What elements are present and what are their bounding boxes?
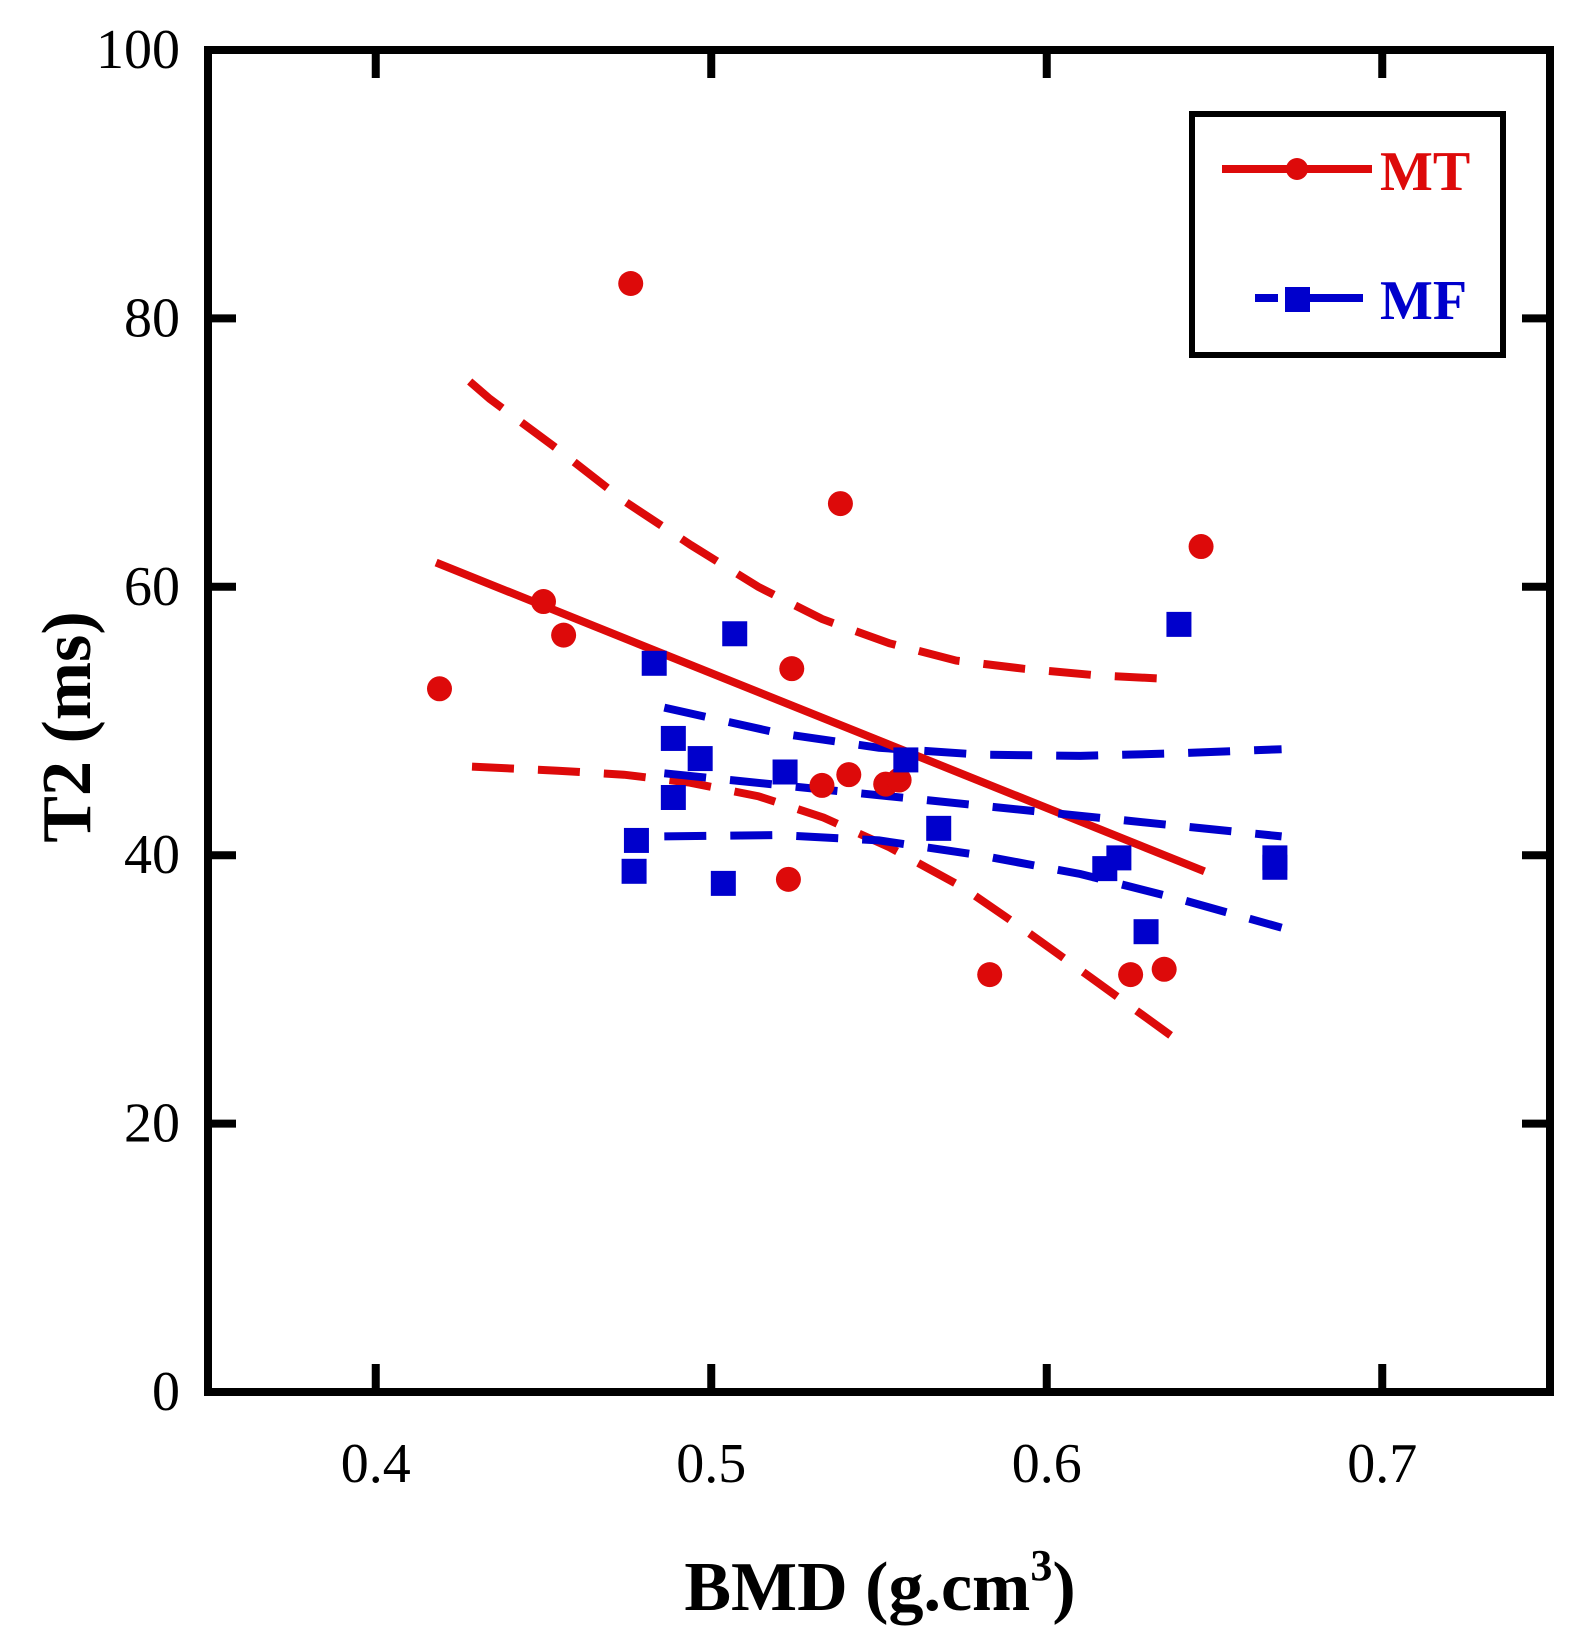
legend-label-mf: MF [1380, 270, 1467, 332]
y-tick-label: 100 [96, 19, 180, 81]
y-tick-label: 60 [124, 556, 180, 618]
x-axis-title-superscript: 3 [1030, 1541, 1052, 1590]
legend-item-mf: MF [1255, 270, 1467, 332]
x-tick-label: 0.7 [1347, 1433, 1417, 1495]
mf-lower-ci-line [664, 831, 1283, 932]
mt-data-point [886, 767, 912, 793]
y-tick-label: 80 [124, 287, 180, 349]
y-tick-label: 0 [152, 1361, 180, 1423]
x-tick-label: 0.4 [341, 1433, 411, 1495]
mt-data-point [531, 589, 556, 615]
mt-data-point [836, 762, 862, 788]
x-tick-label: 0.6 [1012, 1433, 1082, 1495]
mf-data-point [621, 858, 647, 884]
y-tick-label: 40 [124, 824, 180, 886]
mf-data-point [722, 621, 748, 647]
y-axis-title: T2 (ms) [29, 611, 106, 842]
mf-data-point [710, 870, 736, 896]
mf-data-point [1262, 854, 1288, 880]
mt-data-point [779, 656, 805, 682]
plot-frame [204, 46, 1554, 1396]
mf-data-point [1166, 611, 1192, 637]
mf-data-point [660, 784, 686, 810]
data-markers [426, 271, 1288, 988]
legend-item-mt: MT [1222, 141, 1470, 203]
y-tick-label: 20 [124, 1093, 180, 1155]
mf-data-point [641, 650, 667, 676]
mt-lower-ci-line [471, 762, 1180, 1044]
mt-data-point [1118, 962, 1144, 988]
legend: MT MF [1189, 111, 1506, 358]
x-tick-label: 0.5 [676, 1433, 746, 1495]
mt-data-point [977, 962, 1003, 988]
mt-data-point [618, 271, 644, 297]
mf-data-point [772, 759, 798, 785]
legend-box [1189, 111, 1506, 358]
mf-data-point [687, 746, 713, 772]
fit-lines [434, 558, 1283, 876]
legend-marker-square [1285, 287, 1310, 312]
mt-data-point [809, 772, 835, 798]
mt-upper-ci-line [467, 378, 1178, 684]
ticks: 0.4 0.5 0.6 0.7 0 20 40 60 80 100 [96, 19, 1550, 1495]
mt-data-point [827, 491, 853, 517]
mt-data-point [1151, 956, 1177, 982]
mf-data-point [660, 725, 686, 751]
mf-data-point [1106, 845, 1132, 871]
mf-data-point [623, 827, 649, 853]
mt-data-point [426, 676, 452, 702]
mf-upper-ci-line [663, 703, 1282, 760]
mf-fit-line [663, 769, 1283, 841]
legend-marker-circle [1286, 158, 1308, 180]
mf-data-point [893, 747, 919, 773]
mf-data-point [926, 815, 952, 841]
axes [204, 46, 1554, 1396]
mt-data-point [1188, 534, 1214, 560]
mt-data-point [551, 622, 577, 648]
legend-label-mt: MT [1380, 141, 1470, 203]
mt-data-point [775, 866, 801, 892]
mf-data-point [1133, 919, 1159, 945]
confidence-bands [467, 378, 1283, 1044]
x-axis-title: BMD (g.cm3) [684, 1541, 1075, 1626]
mt-fit-line [434, 558, 1206, 876]
